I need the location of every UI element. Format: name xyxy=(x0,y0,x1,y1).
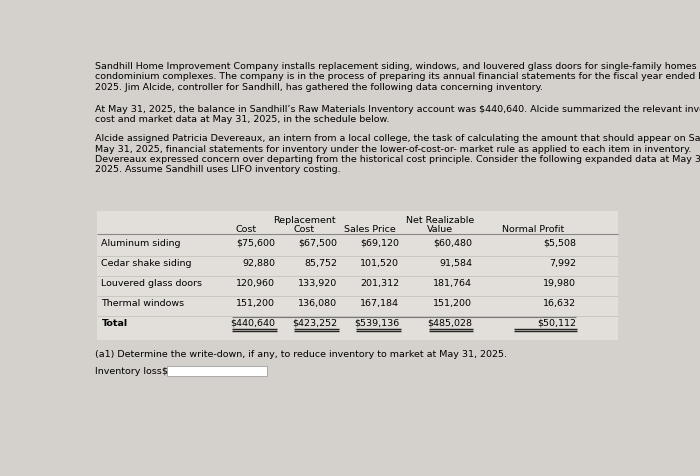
Text: Net Realizable: Net Realizable xyxy=(406,216,475,225)
Text: $440,640: $440,640 xyxy=(230,319,275,328)
Text: $539,136: $539,136 xyxy=(354,319,399,328)
Text: 181,764: 181,764 xyxy=(433,279,472,288)
Text: $: $ xyxy=(161,367,167,376)
Text: Total: Total xyxy=(102,319,127,328)
Text: (a1) Determine the write-down, if any, to reduce inventory to market at May 31, : (a1) Determine the write-down, if any, t… xyxy=(95,350,507,359)
Bar xyxy=(167,366,267,376)
Text: $50,112: $50,112 xyxy=(537,319,575,328)
Text: Cost: Cost xyxy=(236,225,257,234)
Text: Thermal windows: Thermal windows xyxy=(102,299,185,308)
Text: $75,600: $75,600 xyxy=(236,239,275,248)
Text: $423,252: $423,252 xyxy=(292,319,337,328)
Text: 101,520: 101,520 xyxy=(360,259,399,268)
Text: Inventory loss: Inventory loss xyxy=(95,367,162,376)
Text: Aluminum siding: Aluminum siding xyxy=(102,239,181,248)
Text: At May 31, 2025, the balance in Sandhill’s Raw Materials Inventory account was $: At May 31, 2025, the balance in Sandhill… xyxy=(95,105,700,124)
Text: 19,980: 19,980 xyxy=(542,279,575,288)
Text: Alcide assigned Patricia Devereaux, an intern from a local college, the task of : Alcide assigned Patricia Devereaux, an i… xyxy=(95,134,700,174)
Text: Value: Value xyxy=(427,225,453,234)
Text: Louvered glass doors: Louvered glass doors xyxy=(102,279,202,288)
Text: Replacement: Replacement xyxy=(273,216,336,225)
Bar xyxy=(97,211,618,340)
Text: Cost: Cost xyxy=(294,225,315,234)
Text: 133,920: 133,920 xyxy=(298,279,337,288)
Text: 16,632: 16,632 xyxy=(542,299,575,308)
Text: $485,028: $485,028 xyxy=(427,319,472,328)
Text: 7,992: 7,992 xyxy=(549,259,575,268)
Text: 136,080: 136,080 xyxy=(298,299,337,308)
Text: Normal Profit: Normal Profit xyxy=(502,225,564,234)
Text: Sales Price: Sales Price xyxy=(344,225,396,234)
Text: Cedar shake siding: Cedar shake siding xyxy=(102,259,192,268)
Text: 91,584: 91,584 xyxy=(439,259,472,268)
Text: Sandhill Home Improvement Company installs replacement siding, windows, and louv: Sandhill Home Improvement Company instal… xyxy=(95,62,700,91)
Text: $69,120: $69,120 xyxy=(360,239,399,248)
Text: $67,500: $67,500 xyxy=(298,239,337,248)
Text: 92,880: 92,880 xyxy=(242,259,275,268)
Text: 151,200: 151,200 xyxy=(236,299,275,308)
Text: 167,184: 167,184 xyxy=(360,299,399,308)
Text: 151,200: 151,200 xyxy=(433,299,472,308)
Text: $60,480: $60,480 xyxy=(433,239,472,248)
Text: $5,508: $5,508 xyxy=(542,239,575,248)
Text: 201,312: 201,312 xyxy=(360,279,399,288)
Text: 85,752: 85,752 xyxy=(304,259,337,268)
Text: 120,960: 120,960 xyxy=(236,279,275,288)
